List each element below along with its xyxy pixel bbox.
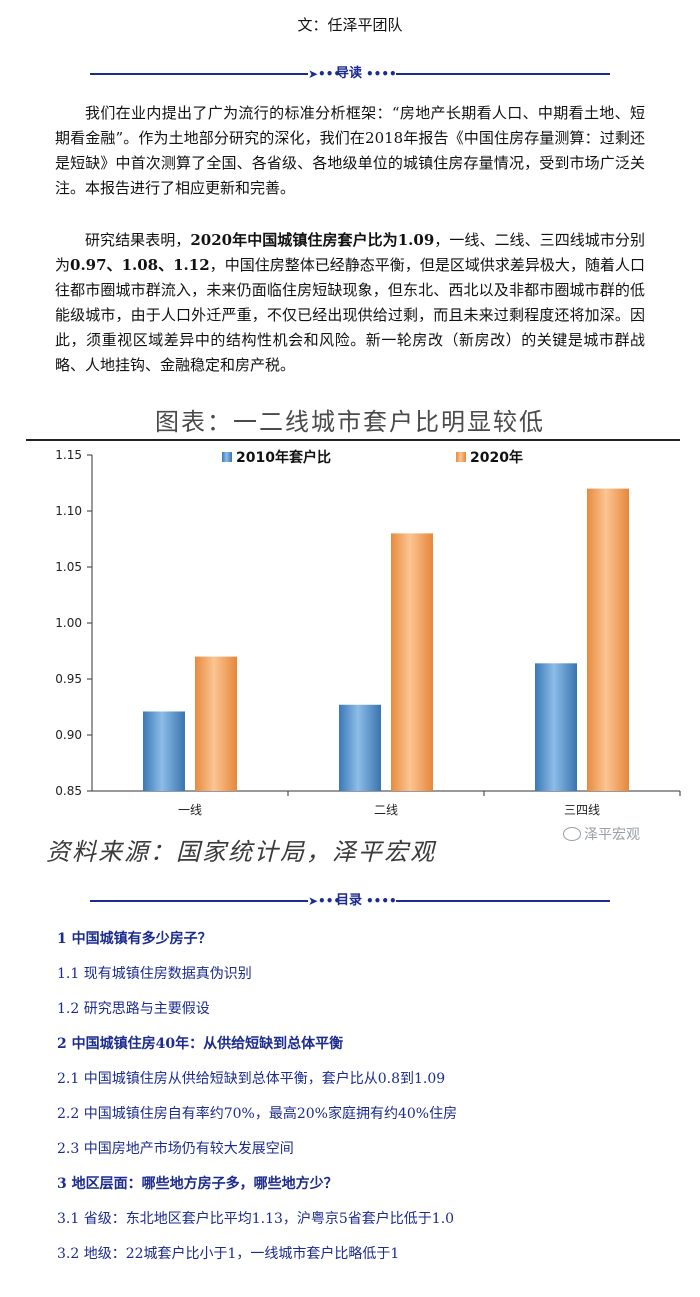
intro-paragraph-1: 我们在业内提出了广为流行的标准分析框架：“房地产长期看人口、中期看土地、短期看金… xyxy=(55,101,645,201)
toc-item[interactable]: 2 中国城镇住房40年：从供给短缺到总体平衡 xyxy=(57,1036,344,1052)
legend-label-0: 2010年套户比 xyxy=(236,449,331,466)
legend-swatch-0 xyxy=(222,452,232,462)
bar-1-2 xyxy=(587,488,629,791)
toc-divider: ➤••• 目录 •••• xyxy=(90,891,610,911)
bar-0-2 xyxy=(535,663,577,791)
toc-item[interactable]: 1 中国城镇有多少房子？ xyxy=(57,931,212,947)
text-run: ，中国住房整体已经静态平衡，但是区域供求差异极大，随着人口往都市圈城市群流入，未… xyxy=(55,256,645,374)
x-tick-label: 二线 xyxy=(374,803,398,817)
y-tick-label: 1.00 xyxy=(55,616,82,630)
bar-0-1 xyxy=(339,704,381,791)
legend-label-1: 2020年 xyxy=(470,449,523,466)
x-tick-label: 三四线 xyxy=(564,803,600,817)
toc-item[interactable]: 1.1 现有城镇住房数据真伪识别 xyxy=(57,966,252,982)
bold-text-run: 0.97、1.08、1.12 xyxy=(70,256,210,274)
y-tick-label: 1.10 xyxy=(55,504,82,518)
toc-label: 目录 xyxy=(336,893,363,908)
intro-paragraph-2: 研究结果表明，2020年中国城镇住房套户比为1.09，一线、二线、三四线城市分别… xyxy=(55,228,645,378)
text-run: 研究结果表明， xyxy=(85,231,191,249)
bar-0-0 xyxy=(143,711,185,791)
y-tick-label: 1.05 xyxy=(55,560,82,574)
intro-label: 导读 xyxy=(336,66,363,81)
bar-1-0 xyxy=(195,656,237,791)
y-tick-label: 0.95 xyxy=(55,672,82,686)
wechat-icon xyxy=(563,827,581,841)
text-run: ，一线、二线、三四线城市分别为 xyxy=(55,231,645,274)
y-tick-label: 0.90 xyxy=(55,728,82,742)
table-of-contents: 1 中国城镇有多少房子？ 1.1 现有城镇住房数据真伪识别 1.2 研究思路与主要假… xyxy=(57,928,657,1278)
chart-source: 资料来源：国家统计局，泽平宏观 xyxy=(46,838,436,866)
legend-swatch-1 xyxy=(456,452,466,462)
bar-chart: 0.85 0.90 0.95 1.00 1.05 1.10 1.15 一线 二线 三四线 2010年… xyxy=(26,439,681,817)
intro-divider: ➤••• 导读 •••• xyxy=(90,64,610,84)
toc-item[interactable]: 3 地区层面：哪些地方房子多，哪些地方少？ xyxy=(57,1176,338,1192)
x-tick-label: 一线 xyxy=(178,803,202,817)
toc-item[interactable]: 2.3 中国房地产市场仍有较大发展空间 xyxy=(57,1141,294,1157)
toc-item[interactable]: 3.1 省级：东北地区套户比平均1.13，沪粤京5省套户比低于1.0 xyxy=(57,1211,455,1227)
chart-title: 图表：一二线城市套户比明显较低 xyxy=(155,408,545,436)
toc-item[interactable]: 2.1 中国城镇住房从供给短缺到总体平衡，套户比从0.8到1.09 xyxy=(57,1071,446,1087)
watermark: 泽平宏观 xyxy=(563,824,640,844)
text-run: 我们在业内提出了广为流行的标准分析框架：“房地产长期看人口、中期看土地、短期看金… xyxy=(55,104,645,197)
watermark-text: 泽平宏观 xyxy=(584,827,640,843)
y-tick-label: 0.85 xyxy=(55,784,82,798)
bold-text-run: 2020年中国城镇住房套户比为1.09 xyxy=(190,231,435,249)
toc-item[interactable]: 2.2 中国城镇住房自有率约70%，最高20%家庭拥有约40%住房 xyxy=(57,1106,458,1122)
y-tick-label: 1.15 xyxy=(55,448,82,462)
bar-1-1 xyxy=(391,533,433,791)
toc-item[interactable]: 3.2 地级：22城套户比小于1，一线城市套户比略低于1 xyxy=(57,1246,400,1262)
toc-item[interactable]: 1.2 研究思路与主要假设 xyxy=(57,1001,210,1017)
author-line: 文：任泽平团队 xyxy=(297,16,403,34)
